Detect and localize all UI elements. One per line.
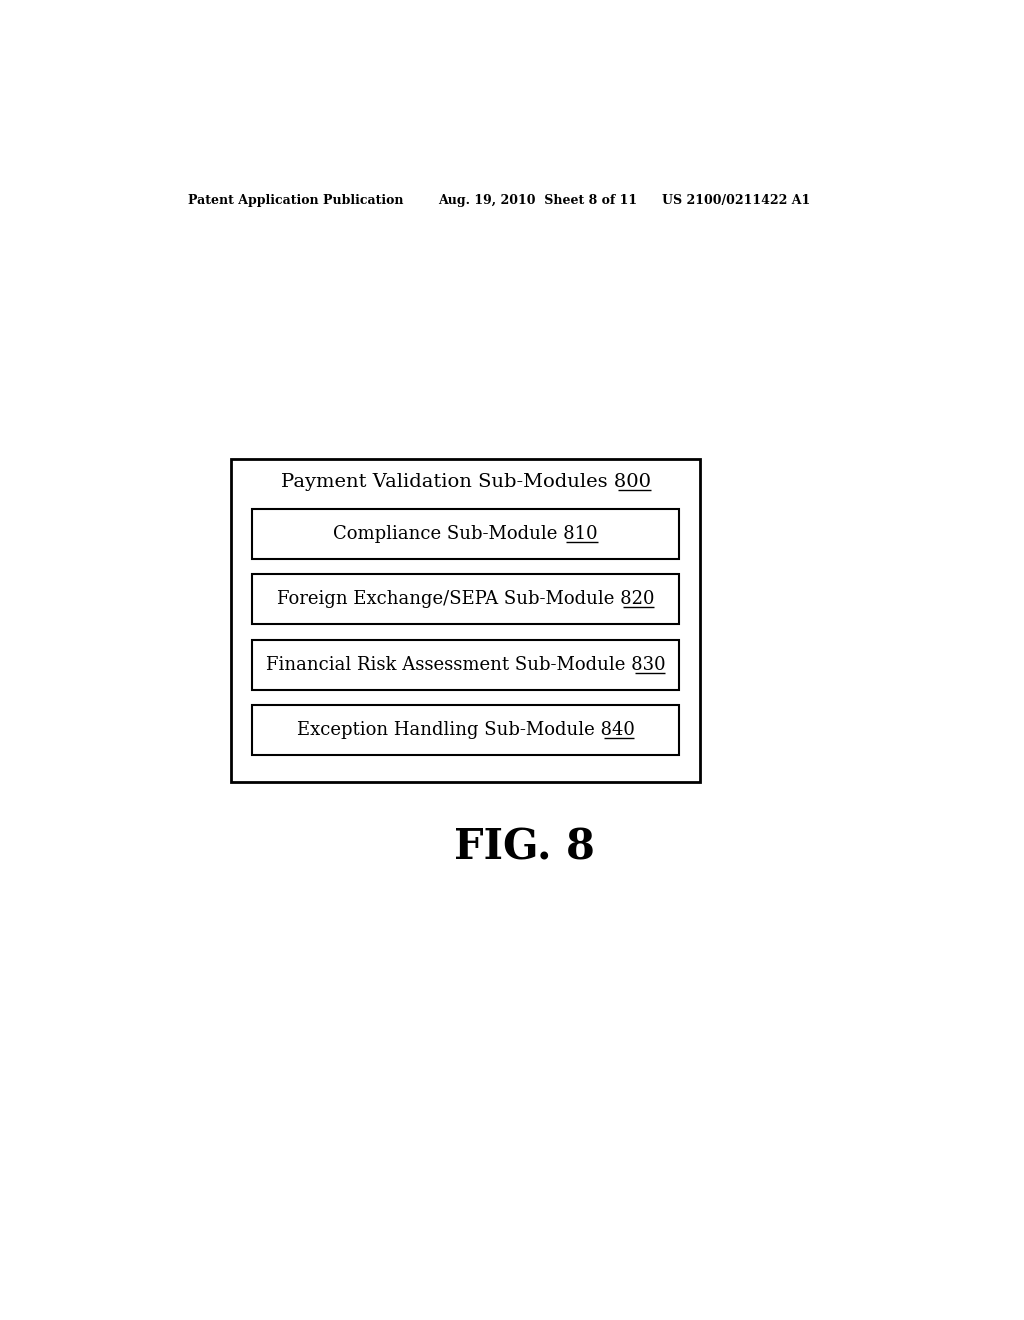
- Bar: [252, 705, 679, 755]
- Bar: [252, 508, 679, 558]
- Text: Foreign Exchange/SEPA Sub-Module 820: Foreign Exchange/SEPA Sub-Module 820: [276, 590, 654, 609]
- Text: Payment Validation Sub-Modules 800: Payment Validation Sub-Modules 800: [281, 473, 650, 491]
- Bar: [252, 574, 679, 624]
- Text: Financial Risk Assessment Sub-Module 830: Financial Risk Assessment Sub-Module 830: [265, 656, 666, 673]
- Text: FIG. 8: FIG. 8: [455, 826, 595, 869]
- Text: Compliance Sub-Module 810: Compliance Sub-Module 810: [333, 525, 598, 543]
- Text: Exception Handling Sub-Module 840: Exception Handling Sub-Module 840: [297, 721, 635, 739]
- Text: Aug. 19, 2010  Sheet 8 of 11: Aug. 19, 2010 Sheet 8 of 11: [438, 194, 638, 207]
- Text: Patent Application Publication: Patent Application Publication: [188, 194, 403, 207]
- Bar: [230, 459, 700, 781]
- Bar: [252, 640, 679, 689]
- Text: US 2100/0211422 A1: US 2100/0211422 A1: [662, 194, 810, 207]
